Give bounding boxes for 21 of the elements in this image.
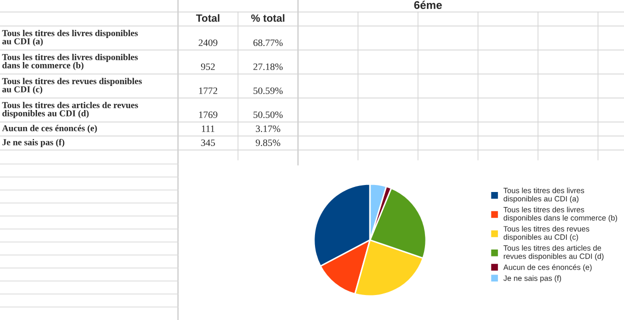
text: 952 <box>201 63 215 70</box>
category-label: Aucun de ces énoncés (e) <box>2 124 97 134</box>
category-label: Tous les titres des livres disponibles au CDI (a) <box>2 30 138 46</box>
text: 9.85% <box>256 139 280 146</box>
text: 345 <box>201 139 215 146</box>
category-label: Tous les titres des livres disponibles dans le commerce (b) <box>2 54 138 70</box>
text: 27.18% <box>253 63 283 70</box>
category-label: Je ne sais pas (f) <box>2 138 64 148</box>
text: Total <box>196 14 220 22</box>
text: 50.59% <box>254 87 283 94</box>
text: % total <box>251 14 284 22</box>
text: 50.50% <box>254 111 283 118</box>
chart-title: 6éme <box>414 0 442 9</box>
text: 1772 <box>199 87 218 94</box>
text: 111 <box>202 126 214 132</box>
text: 68.77% <box>253 39 283 46</box>
text: 2409 <box>198 39 218 46</box>
category-label: Tous les titres des articles de revues disponibles au CDI (d) <box>2 102 138 118</box>
category-label: Tous les titres des revues disponibles au CDI (c) <box>2 78 142 94</box>
text: 3.17% <box>256 125 280 132</box>
text: 1769 <box>199 111 218 118</box>
